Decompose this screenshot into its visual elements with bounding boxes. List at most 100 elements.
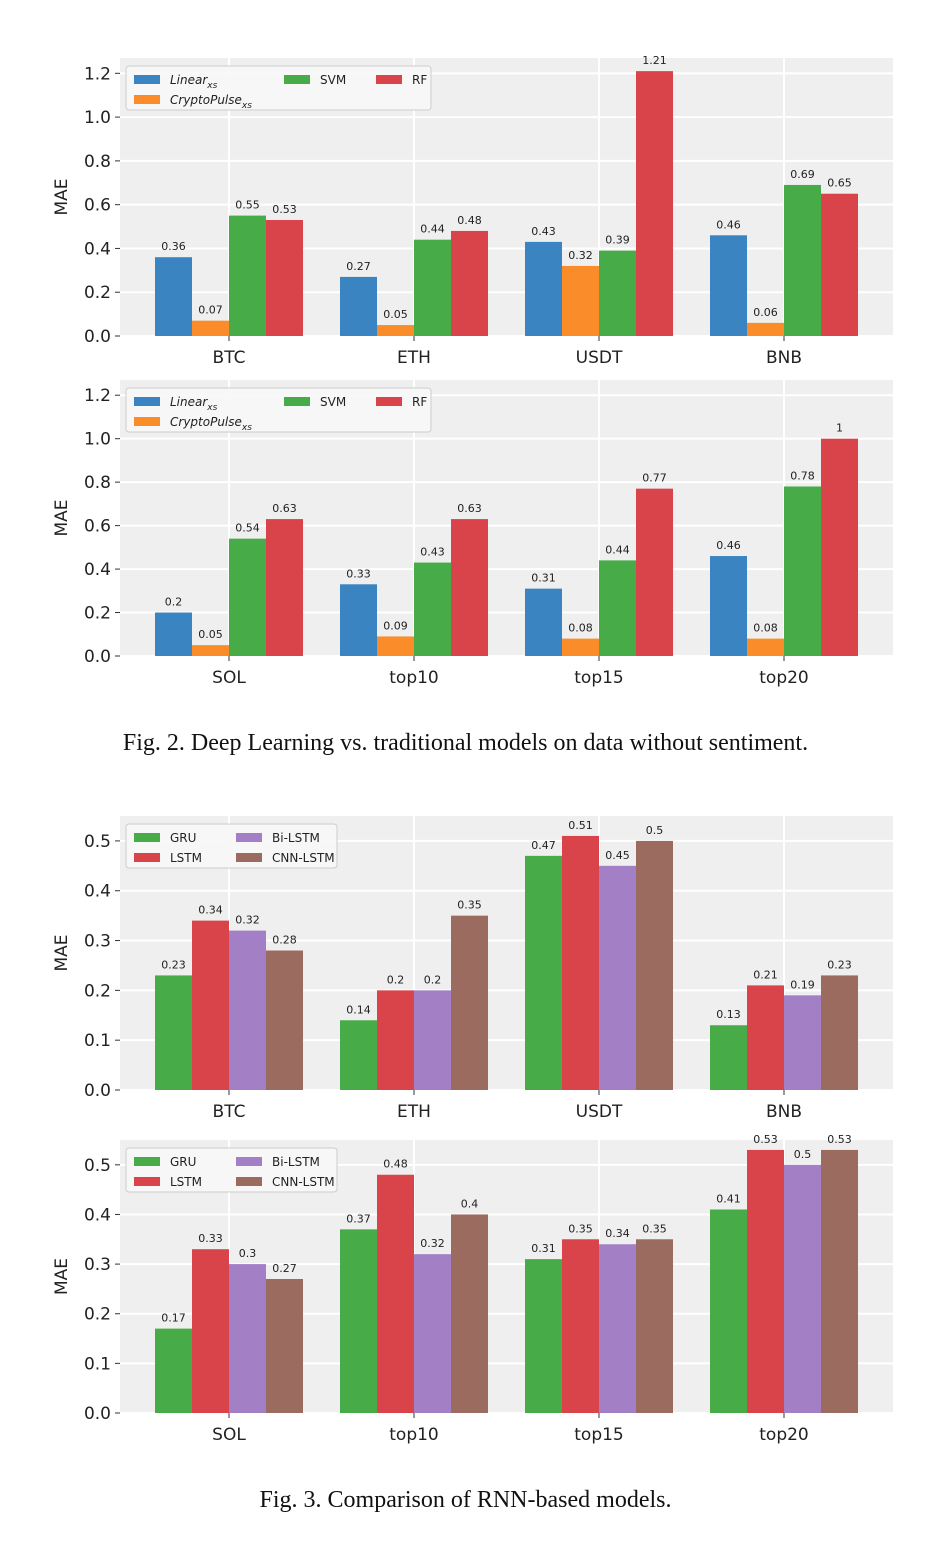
data-label: 0.08 [753, 622, 778, 635]
data-label: 0.31 [531, 572, 556, 585]
x-tick-label: top15 [574, 1425, 624, 1445]
legend-swatch [376, 75, 402, 84]
legend-item-linear: Linearxs [134, 395, 218, 413]
legend-swatch [284, 75, 310, 84]
data-label: 0.2 [387, 973, 405, 986]
data-label: 0.51 [568, 819, 593, 832]
legend-item-gru: GRU [134, 831, 196, 845]
y-tick-label: 0.5 [84, 832, 111, 852]
bar-rf-top20 [821, 438, 858, 656]
y-tick-label: 0.3 [84, 932, 111, 952]
bar-bi-lstm-top15 [599, 1244, 636, 1413]
data-label: 0.32 [235, 914, 260, 927]
x-tick-label: SOL [212, 1425, 246, 1445]
legend-label: RF [412, 73, 427, 87]
y-tick-label: 0.5 [84, 1156, 111, 1176]
bar-lstm-top20 [747, 1149, 784, 1413]
legend-label-text: RF [412, 395, 427, 409]
y-tick-label: 0.3 [84, 1255, 111, 1275]
bar-rf-eth [451, 230, 488, 336]
y-tick-label: 0.8 [84, 473, 111, 493]
data-label: 0.54 [235, 522, 260, 535]
legend-item-bi-lstm: Bi-LSTM [236, 1155, 320, 1169]
x-tick-label: top20 [759, 1425, 809, 1445]
legend-swatch [134, 75, 160, 84]
bar-cnn-lstm-top10 [451, 1214, 488, 1413]
x-tick-label: BNB [766, 1102, 802, 1122]
data-label: 0.41 [716, 1192, 741, 1205]
bar-bi-lstm-eth [414, 990, 451, 1090]
bar-gru-bnb [710, 1025, 747, 1090]
legend-label-text: Linear [170, 395, 208, 409]
legend-swatch [134, 95, 160, 104]
x-tick-label: BTC [213, 1102, 246, 1122]
legend-label: Bi-LSTM [272, 831, 320, 845]
data-label: 0.5 [646, 824, 664, 837]
x-tick-label: top10 [389, 668, 439, 688]
data-label: 0.35 [568, 1222, 593, 1235]
y-tick-label: 1.0 [84, 108, 111, 128]
data-label: 0.37 [346, 1212, 371, 1225]
legend-label: CNN-LSTM [272, 1175, 335, 1189]
data-label: 0.05 [198, 628, 223, 641]
legend-label-text: RF [412, 73, 427, 87]
legend-label: SVM [320, 73, 346, 87]
y-tick-label: 0.2 [84, 283, 111, 303]
bar-svm-top20 [784, 486, 821, 656]
bar-cryptopulse-usdt [562, 265, 599, 336]
data-label: 0.32 [568, 249, 593, 262]
bar-bi-lstm-sol [229, 1264, 266, 1413]
legend-label-text: LSTM [170, 1175, 202, 1189]
legend-label-text: LSTM [170, 851, 202, 865]
x-tick-label: SOL [212, 668, 246, 688]
x-tick-label: top10 [389, 1425, 439, 1445]
legend-label-text: CNN-LSTM [272, 1175, 335, 1189]
bar-lstm-btc [192, 920, 229, 1090]
y-tick-label: 0.4 [84, 882, 111, 902]
data-label: 0.35 [457, 899, 482, 912]
y-tick-label: 0.0 [84, 327, 111, 347]
y-tick-label: 0.6 [84, 517, 111, 537]
y-axis-label: MAE [52, 1258, 72, 1295]
legend-label: SVM [320, 395, 346, 409]
y-tick-label: 0.0 [84, 1404, 111, 1424]
data-label: 0.06 [753, 306, 778, 319]
x-tick-label: BTC [213, 348, 246, 368]
data-label: 0.2 [424, 973, 442, 986]
legend-label-text: GRU [170, 1155, 196, 1169]
bar-svm-bnb [784, 184, 821, 336]
bar-svm-sol [229, 538, 266, 656]
y-tick-label: 0.6 [84, 196, 111, 216]
legend-label-subscript: xs [241, 423, 252, 433]
legend-label-text: Linear [170, 73, 208, 87]
legend-item-rf: RF [376, 73, 427, 87]
data-label: 0.78 [790, 469, 815, 482]
legend-label: CryptoPulsexs [170, 415, 252, 433]
bar-linear-eth [340, 276, 377, 336]
bar-cryptopulse-top20 [747, 638, 784, 656]
bar-gru-usdt [525, 855, 562, 1090]
y-tick-label: 0.4 [84, 560, 111, 580]
data-label: 0.46 [716, 539, 741, 552]
legend-swatch [236, 1177, 262, 1186]
bar-rf-top10 [451, 519, 488, 656]
legend-item-cryptopulse: CryptoPulsexs [134, 93, 252, 111]
y-tick-label: 1.2 [84, 386, 111, 406]
figure-caption-fig3: Fig. 3. Comparison of RNN-based models. [259, 1487, 672, 1513]
y-tick-label: 0.1 [84, 1354, 111, 1374]
legend-item-cnn-lstm: CNN-LSTM [236, 851, 335, 865]
data-label: 0.33 [346, 567, 371, 580]
legend-item-lstm: LSTM [134, 1175, 202, 1189]
legend-label: LSTM [170, 851, 202, 865]
bar-bi-lstm-top20 [784, 1164, 821, 1413]
bar-rf-usdt [636, 71, 673, 337]
legend-item-svm: SVM [284, 395, 346, 409]
bar-gru-top20 [710, 1209, 747, 1413]
bar-svm-top10 [414, 562, 451, 656]
legend-label: Linearxs [170, 395, 218, 413]
data-label: 0.69 [790, 168, 815, 181]
legend-item-rf: RF [376, 395, 427, 409]
figure-caption-fig2: Fig. 2. Deep Learning vs. traditional mo… [122, 730, 809, 756]
legend-swatch [134, 833, 160, 842]
